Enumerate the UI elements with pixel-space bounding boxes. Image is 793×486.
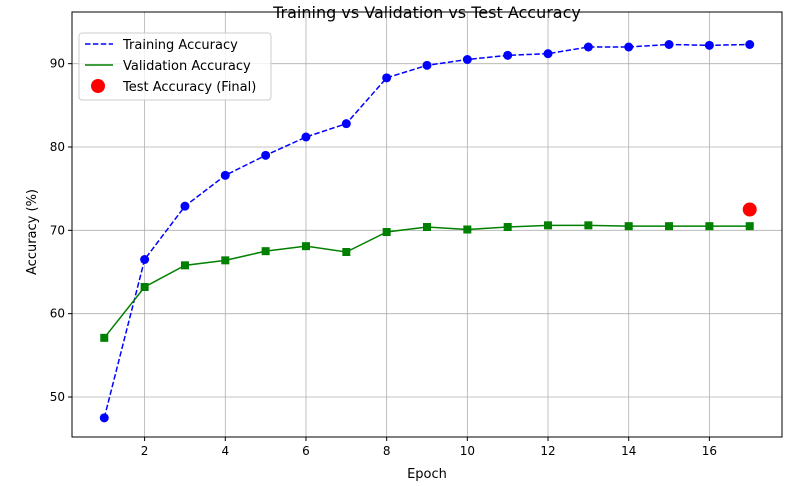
x-tick-label: 10: [460, 444, 475, 458]
validation-point: [382, 228, 391, 236]
training-point: [99, 413, 109, 423]
series-line-1: [103, 224, 750, 339]
validation-point: [745, 222, 754, 231]
x-tick-label: 8: [383, 444, 391, 458]
validation-point: [180, 261, 189, 270]
y-tick-label: 80: [50, 140, 65, 154]
training-point: [220, 170, 230, 180]
x-tick-label: 6: [302, 444, 310, 458]
legend-label: Test Accuracy (Final): [122, 80, 256, 95]
training-point: [301, 132, 311, 142]
validation-point: [584, 221, 593, 230]
legend-box: [78, 32, 272, 101]
training-point: [745, 40, 755, 49]
training-point: [664, 40, 674, 49]
validation-point: [100, 333, 109, 342]
validation-point: [544, 221, 553, 230]
validation-point: [342, 248, 351, 256]
training-point: [462, 55, 472, 64]
training-point: [261, 150, 271, 160]
validation-point: [705, 222, 714, 231]
plot-frame: [71, 11, 783, 438]
y-axis-label: Accuracy (%): [25, 189, 40, 275]
training-point: [624, 42, 634, 52]
training-point: [583, 42, 593, 52]
training-point: [704, 40, 714, 50]
validation-point: [140, 283, 149, 291]
validation-point: [423, 223, 431, 231]
y-tick-label: 70: [50, 223, 65, 237]
test-accuracy-point: [742, 202, 757, 217]
validation-point: [624, 222, 633, 231]
training-point: [422, 60, 432, 70]
validation-point: [301, 242, 310, 251]
legend-swatch: [91, 79, 105, 93]
training-point: [140, 255, 150, 264]
x-tick-label: 2: [141, 444, 149, 458]
training-point: [382, 73, 392, 83]
y-tick-label: 90: [50, 57, 65, 71]
training-point: [543, 49, 553, 59]
validation-point: [261, 247, 270, 256]
validation-point: [463, 225, 472, 234]
validation-point: [503, 223, 512, 231]
x-tick-label: 14: [621, 444, 636, 458]
x-tick-label: 4: [221, 444, 229, 458]
legend-label: Validation Accuracy: [123, 59, 251, 74]
y-tick-label: 50: [50, 390, 65, 404]
legend-label: Training Accuracy: [122, 38, 238, 53]
validation-point: [221, 256, 230, 265]
x-tick-label: 16: [702, 444, 717, 458]
legend: Training Accuracy Validation Accuracy Test…: [78, 32, 272, 101]
training-point: [180, 201, 190, 211]
y-tick-label: 60: [50, 307, 65, 321]
x-axis-label: Epoch: [407, 467, 447, 482]
training-point: [341, 119, 351, 129]
validation-point: [665, 222, 674, 231]
training-point: [503, 50, 513, 60]
x-tick-label: 12: [540, 444, 555, 458]
